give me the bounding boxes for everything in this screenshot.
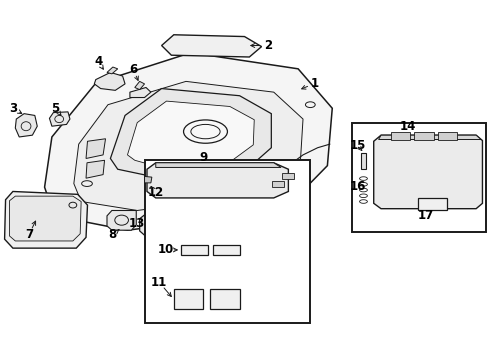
Polygon shape (156, 163, 281, 167)
Text: 7: 7 (25, 228, 33, 241)
Polygon shape (378, 135, 480, 139)
Text: 4: 4 (94, 55, 102, 68)
Text: 2: 2 (264, 39, 271, 52)
Text: 14: 14 (399, 121, 415, 134)
Text: 1: 1 (310, 77, 319, 90)
Polygon shape (127, 101, 254, 166)
Polygon shape (390, 132, 409, 140)
Polygon shape (140, 212, 193, 237)
Bar (351, 123, 485, 232)
Polygon shape (49, 112, 70, 126)
Polygon shape (130, 87, 151, 98)
Text: 12: 12 (147, 186, 163, 199)
Polygon shape (281, 173, 293, 179)
Polygon shape (9, 196, 81, 241)
Polygon shape (373, 135, 482, 209)
Text: 11: 11 (151, 276, 167, 289)
Polygon shape (212, 244, 239, 255)
Polygon shape (44, 53, 331, 230)
Polygon shape (94, 72, 125, 90)
Polygon shape (15, 114, 37, 137)
Polygon shape (147, 163, 288, 198)
Text: 3: 3 (9, 102, 17, 115)
Polygon shape (86, 160, 104, 178)
Text: 8: 8 (108, 228, 117, 241)
Polygon shape (86, 139, 105, 158)
Polygon shape (183, 213, 193, 220)
Polygon shape (437, 132, 456, 140)
Text: 17: 17 (417, 210, 433, 222)
Polygon shape (161, 35, 261, 57)
Polygon shape (413, 132, 433, 140)
Polygon shape (107, 67, 118, 74)
Polygon shape (144, 176, 152, 183)
Polygon shape (74, 81, 303, 211)
Text: 9: 9 (199, 151, 207, 164)
Polygon shape (107, 211, 136, 230)
Polygon shape (173, 289, 203, 309)
Bar (144, 160, 310, 323)
Text: 5: 5 (51, 102, 60, 115)
Polygon shape (271, 181, 284, 187)
Text: 16: 16 (349, 180, 366, 193)
Text: 15: 15 (349, 139, 366, 152)
Polygon shape (135, 81, 144, 90)
Polygon shape (181, 244, 207, 255)
Polygon shape (417, 198, 447, 211)
Polygon shape (110, 89, 271, 176)
Polygon shape (360, 153, 366, 169)
Text: 6: 6 (129, 63, 137, 76)
Text: 13: 13 (129, 217, 145, 230)
Polygon shape (4, 192, 87, 248)
Polygon shape (183, 223, 193, 230)
Text: 10: 10 (157, 243, 173, 256)
Polygon shape (210, 289, 239, 309)
